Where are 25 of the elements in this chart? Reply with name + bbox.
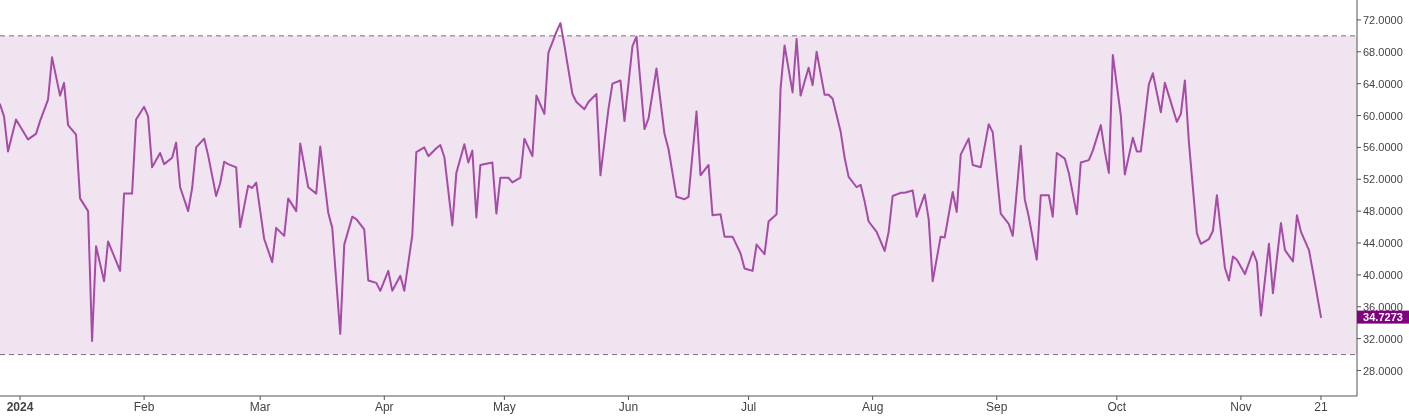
x-tick-label: Sep	[986, 400, 1008, 414]
x-tick-label: Feb	[133, 400, 155, 414]
y-tick-label: 36.0000	[1363, 300, 1403, 313]
y-tick-label: 68.0000	[1363, 45, 1403, 58]
y-tick-label: 64.0000	[1363, 77, 1403, 90]
x-tick-label: Jul	[740, 400, 757, 414]
y-tick-label: 28.0000	[1363, 364, 1403, 377]
x-tick-label: Nov	[1230, 400, 1252, 414]
x-tick-label: 21	[1314, 400, 1328, 414]
x-tick-label: Aug	[861, 400, 884, 414]
x-tick-label: Jun	[618, 400, 639, 414]
y-tick-label: 72.0000	[1363, 13, 1403, 26]
y-tick-label: 56.0000	[1363, 141, 1403, 154]
y-tick-label: 60.0000	[1363, 109, 1403, 122]
x-tick-label: Oct	[1107, 400, 1127, 414]
x-tick-label: May	[493, 400, 516, 414]
y-tick-label: 52.0000	[1363, 173, 1403, 186]
y-tick-label: 40.0000	[1363, 268, 1403, 281]
y-tick-label: 32.0000	[1363, 332, 1403, 345]
y-tick-label: 48.0000	[1363, 205, 1403, 218]
x-tick-label: 2024	[6, 400, 34, 414]
text: 34.7273	[1363, 311, 1403, 324]
x-tick-label: Apr	[374, 400, 394, 414]
x-tick-label: Mar	[249, 400, 271, 414]
y-tick-label: 44.0000	[1363, 237, 1403, 250]
